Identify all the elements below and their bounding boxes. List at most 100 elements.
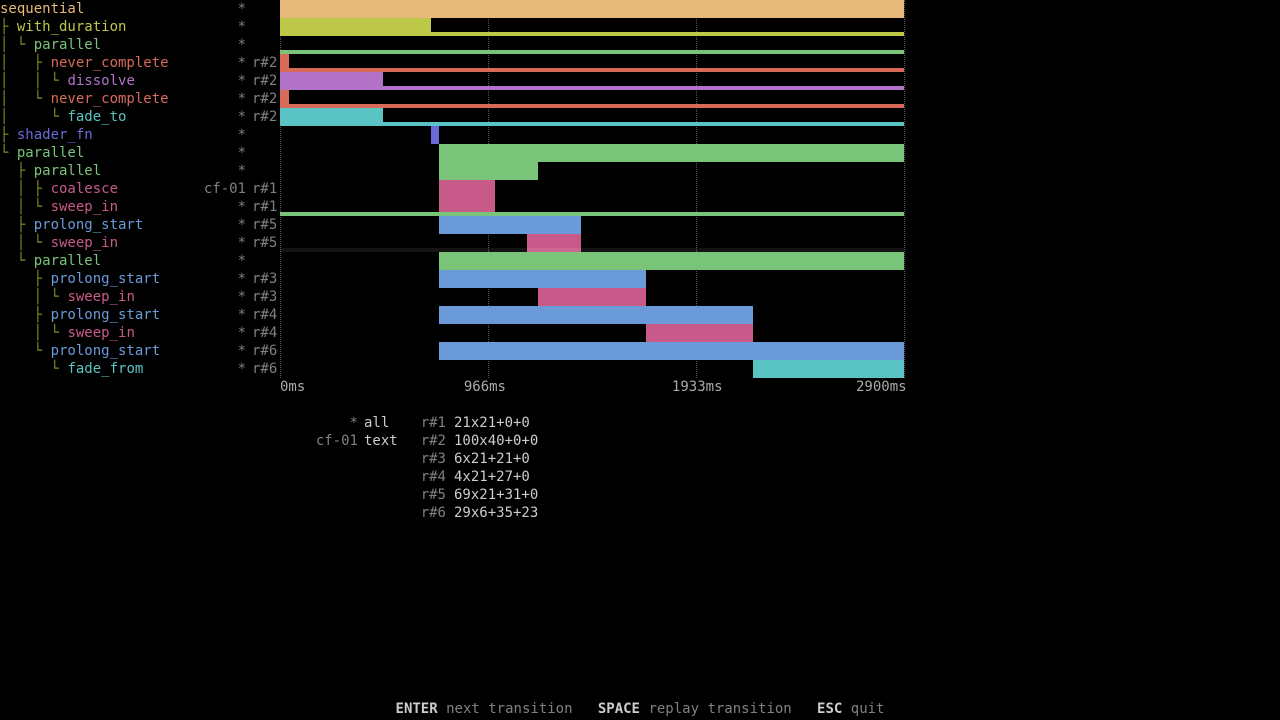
tree-prefix: │ └ xyxy=(0,199,51,215)
tree-prefix: ├ xyxy=(0,271,51,287)
legend-region: r#6 xyxy=(406,504,446,522)
node-annotations: *r#6 xyxy=(192,360,280,378)
tree-prefix: ├ xyxy=(0,217,34,233)
tree-row: │ ├ coalescecf-01r#1 xyxy=(0,180,1280,198)
node-annotations: * xyxy=(192,126,280,144)
chart-cell xyxy=(280,180,904,198)
anno-symbol: cf-01 xyxy=(192,180,252,198)
tree-cell: │ └ sweep_in*r#1 xyxy=(0,198,280,216)
node-label: sweep_in xyxy=(67,325,134,341)
tree-row: │ └ fade_to *r#2 xyxy=(0,108,1280,126)
node-annotations: *r#2 xyxy=(192,108,280,126)
node-annotations: * xyxy=(192,252,280,270)
anno-symbol: * xyxy=(192,198,252,216)
node-label: parallel xyxy=(34,163,101,179)
tree-cell: │ └ fade_to *r#2 xyxy=(0,108,280,126)
legend-geometry: 100x40+0+0 xyxy=(446,432,538,450)
timeline-bar xyxy=(439,216,581,234)
anno-symbol: * xyxy=(192,342,252,360)
chart-cell xyxy=(280,306,904,324)
anno-region: r#4 xyxy=(252,324,280,342)
chart-cell xyxy=(280,54,904,72)
tree-cell: ├ with_duration* xyxy=(0,18,280,36)
legend-name: text xyxy=(358,432,406,450)
node-label: fade_to xyxy=(67,109,126,125)
tree-prefix: │ ├ xyxy=(0,181,51,197)
node-annotations: * xyxy=(192,0,280,18)
chart-cell xyxy=(280,198,904,216)
node-label: parallel xyxy=(34,253,101,269)
key-esc: ESC xyxy=(817,701,842,717)
tree-row: └ parallel * xyxy=(0,252,1280,270)
txt-enter: next transition xyxy=(446,701,572,717)
anno-region: r#3 xyxy=(252,270,280,288)
node-annotations: *r#1 xyxy=(192,198,280,216)
anno-region: r#5 xyxy=(252,234,280,252)
anno-region: r#1 xyxy=(252,180,280,198)
tree-row: └ parallel* xyxy=(0,144,1280,162)
anno-symbol: * xyxy=(192,252,252,270)
node-annotations: *r#2 xyxy=(192,54,280,72)
tree-cell: sequential * xyxy=(0,0,280,18)
anno-symbol: * xyxy=(192,216,252,234)
anno-symbol: * xyxy=(192,72,252,90)
legend-row: r#44x21+27+0 xyxy=(300,468,1280,486)
chart-cell xyxy=(280,18,904,36)
tree-row: │ └ parallel* xyxy=(0,36,1280,54)
legend-region: r#2 xyxy=(406,432,446,450)
tree-prefix: │ └ xyxy=(0,289,67,305)
legend-row: r#629x6+35+23 xyxy=(300,504,1280,522)
node-annotations: *r#4 xyxy=(192,324,280,342)
tree-prefix: │ └ xyxy=(0,109,67,125)
timeline-bar xyxy=(439,252,904,270)
tree-row: │ └ never_complete*r#2 xyxy=(0,90,1280,108)
node-annotations: *r#6 xyxy=(192,342,280,360)
node-label: with_duration xyxy=(17,19,127,35)
chart-cell xyxy=(280,162,904,180)
tree-prefix: └ xyxy=(0,343,51,359)
legend-region: r#3 xyxy=(406,450,446,468)
key-space: SPACE xyxy=(598,701,640,717)
node-annotations: *r#3 xyxy=(192,288,280,306)
timeline-bar xyxy=(439,144,904,162)
chart-cell xyxy=(280,234,904,252)
legend-region: r#1 xyxy=(406,414,446,432)
chart-cell xyxy=(280,216,904,234)
tree-row: │ │ └ dissolve*r#2 xyxy=(0,72,1280,90)
key-enter: ENTER xyxy=(396,701,438,717)
node-label: sequential xyxy=(0,1,84,17)
anno-symbol: * xyxy=(192,270,252,288)
tree-cell: ├ parallel * xyxy=(0,162,280,180)
timeline-bar xyxy=(439,162,538,180)
tree-prefix: └ xyxy=(0,253,34,269)
anno-symbol: * xyxy=(192,360,252,378)
timeline-bar xyxy=(280,18,431,36)
tree-prefix: │ └ xyxy=(0,235,51,251)
tree-row: └ prolong_start *r#6 xyxy=(0,342,1280,360)
node-label: prolong_start xyxy=(51,307,161,323)
timeline-bar xyxy=(439,270,646,288)
chart-cell xyxy=(280,72,904,90)
timeline-bar xyxy=(439,342,904,360)
tree-cell: ├ prolong_start*r#5 xyxy=(0,216,280,234)
tree-prefix: │ │ └ xyxy=(0,73,67,89)
node-label: sweep_in xyxy=(67,289,134,305)
node-label: prolong_start xyxy=(51,343,161,359)
anno-region: r#2 xyxy=(252,90,280,108)
tree-row: ├ parallel * xyxy=(0,162,1280,180)
chart-cell xyxy=(280,126,904,144)
anno-region: r#2 xyxy=(252,72,280,90)
timeline-tree: sequential*├ with_duration*│ └ parallel*… xyxy=(0,0,1280,378)
tree-prefix: ├ xyxy=(0,163,34,179)
chart-cell xyxy=(280,252,904,270)
tree-cell: │ └ sweep_in*r#4 xyxy=(0,324,280,342)
tree-cell: │ ├ coalescecf-01r#1 xyxy=(0,180,280,198)
node-annotations: * xyxy=(192,162,280,180)
tree-prefix: └ xyxy=(0,361,67,377)
node-label: parallel xyxy=(17,145,84,161)
anno-region: r#3 xyxy=(252,288,280,306)
tree-row: │ └ sweep_in*r#5 xyxy=(0,234,1280,252)
anno-symbol: * xyxy=(192,108,252,126)
anno-symbol: * xyxy=(192,126,252,144)
legend-row: r#569x21+31+0 xyxy=(300,486,1280,504)
